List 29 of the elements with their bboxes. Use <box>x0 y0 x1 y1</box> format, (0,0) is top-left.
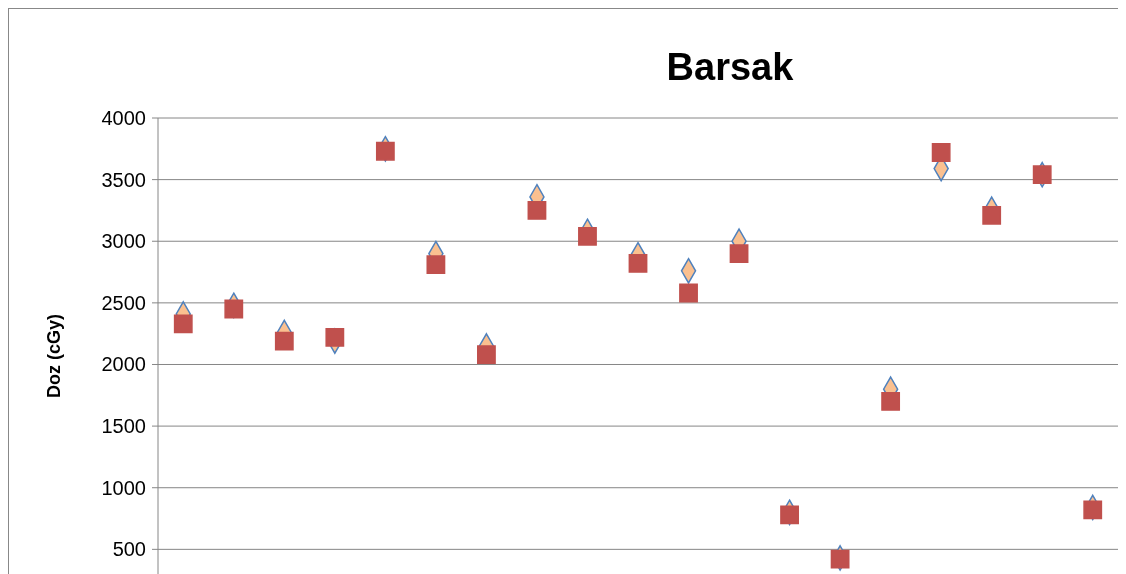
y-tick-label: 2500 <box>101 291 146 314</box>
y-tick-label: 500 <box>112 538 146 561</box>
y-tick-label: 2000 <box>101 353 146 376</box>
point <box>729 244 749 263</box>
point <box>477 345 496 365</box>
point <box>224 299 244 319</box>
point <box>1083 500 1103 520</box>
point <box>830 549 850 569</box>
y-axis-title: Doz (cGy) <box>44 313 64 399</box>
point <box>375 141 395 161</box>
point <box>1032 165 1052 185</box>
point <box>274 331 294 351</box>
point <box>325 327 345 347</box>
point <box>679 283 698 303</box>
point <box>426 255 446 275</box>
chart-title: Barsak <box>666 46 795 88</box>
y-tick-label: 3500 <box>101 168 146 191</box>
y-tick-label: 1500 <box>101 415 146 438</box>
y-tick-label: 1000 <box>101 476 146 499</box>
y-tick-label: 3000 <box>101 230 146 253</box>
point <box>628 254 648 273</box>
point <box>578 226 597 246</box>
point <box>881 392 901 411</box>
y-tick-label: 4000 <box>101 107 146 129</box>
point <box>780 505 799 525</box>
point <box>527 201 547 220</box>
point <box>173 314 193 334</box>
point <box>982 205 1002 225</box>
point <box>931 143 951 162</box>
